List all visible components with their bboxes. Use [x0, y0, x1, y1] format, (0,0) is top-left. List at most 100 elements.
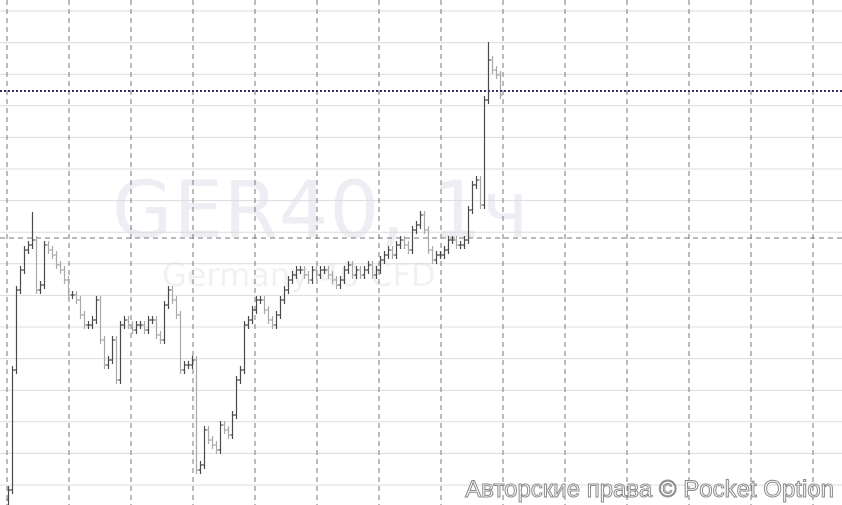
ohlc-bar [186, 361, 191, 369]
ohlc-bar [238, 366, 243, 384]
ohlc-bar [310, 266, 315, 284]
ohlc-bar [26, 241, 31, 254]
ohlc-bar [478, 176, 483, 209]
ohlc-bar [434, 251, 439, 264]
ohlc-bar [86, 321, 91, 329]
ohlc-bar [430, 246, 435, 264]
watermark-symbol: GER40, 1ч [112, 166, 530, 256]
ohlc-bar [250, 306, 255, 324]
ohlc-bar [182, 361, 187, 374]
ohlc-bar [350, 261, 355, 279]
ohlc-bar [22, 246, 27, 274]
ohlc-bar [106, 356, 111, 369]
ohlc-bar [482, 96, 487, 209]
ohlc-bar [218, 421, 223, 454]
ohlc-bar [490, 56, 495, 74]
ohlc-bar [222, 421, 227, 434]
ohlc-bar [134, 321, 139, 334]
ohlc-bar [58, 261, 63, 274]
ohlc-bar [166, 286, 171, 309]
ohlc-bar [494, 66, 499, 79]
ohlc-bar [254, 296, 259, 314]
ohlc-bar [158, 331, 163, 344]
ohlc-bar [450, 236, 455, 244]
ohlc-bar [470, 181, 475, 214]
ohlc-bar [194, 356, 199, 474]
ohlc-bar [318, 266, 323, 279]
ohlc-bar [306, 271, 311, 284]
ohlc-bar [370, 261, 375, 279]
ohlc-bar [50, 246, 55, 259]
ohlc-bar [410, 226, 415, 254]
ohlc-bar [270, 316, 275, 329]
ohlc-bar [362, 266, 367, 279]
ohlc-bar [202, 426, 207, 469]
ohlc-bar [334, 276, 339, 289]
ohlc-bar [14, 286, 19, 374]
ohlc-bar [474, 176, 479, 189]
ohlc-bar [294, 266, 299, 279]
ohlc-bar [442, 246, 447, 259]
ohlc-bar [298, 266, 303, 274]
ohlc-bar [42, 241, 47, 289]
ohlc-bar [74, 291, 79, 304]
ohlc-bar [366, 261, 371, 274]
ohlc-bar [226, 426, 231, 439]
ohlc-bar [38, 281, 43, 294]
ohlc-bar [214, 441, 219, 454]
ohlc-bar [234, 376, 239, 419]
ohlc-bar [62, 266, 67, 284]
ohlc-bar [454, 236, 459, 249]
ohlc-bar [358, 266, 363, 279]
ohlc-bar [382, 251, 387, 264]
ohlc-bar [198, 461, 203, 474]
ohlc-bar [418, 211, 423, 229]
ohlc-bar [10, 366, 15, 494]
ohlc-bar [90, 316, 95, 329]
ohlc-bar [190, 356, 195, 369]
ohlc-bar [446, 236, 451, 254]
ohlc-bar [322, 266, 327, 274]
ohlc-bar [398, 236, 403, 249]
ohlc-bar [266, 306, 271, 324]
ohlc-bar [314, 266, 319, 279]
ohlc-bar [34, 236, 39, 294]
ohlc-bar [386, 246, 391, 259]
ohlc-bar [438, 251, 443, 259]
ohlc-bar [6, 486, 11, 505]
ohlc-bar [170, 286, 175, 304]
ohlc-bar [326, 266, 331, 279]
ohlc-bar [206, 426, 211, 444]
ohlc-bar [422, 211, 427, 234]
ohlc-bar [142, 321, 147, 334]
ohlc-bar [426, 226, 431, 254]
ohlc-bar [94, 296, 99, 324]
copyright-text: Авторские права © Pocket Option [465, 476, 835, 504]
ohlc-bar [114, 336, 119, 384]
ohlc-bar [486, 42, 491, 104]
ohlc-bar [46, 241, 51, 254]
ohlc-bar [118, 321, 123, 384]
ohlc-bar [262, 296, 267, 314]
ohlc-bar [390, 246, 395, 259]
ohlc-bar [122, 316, 127, 329]
ohlc-bar [354, 266, 359, 279]
ohlc-bar [110, 336, 115, 364]
ohlc-bar [282, 286, 287, 304]
ohlc-bar [302, 266, 307, 279]
ohlc-bar [406, 241, 411, 254]
ohlc-bar [278, 296, 283, 319]
ohlc-bar [242, 321, 247, 374]
ohlc-bar [462, 236, 467, 249]
ohlc-bar [178, 311, 183, 374]
ohlc-bar [374, 266, 379, 279]
ohlc-bar [290, 271, 295, 284]
ohlc-bar [70, 291, 75, 299]
ohlc-bar [174, 296, 179, 319]
ohlc-bar [98, 296, 103, 344]
ohlc-bar [342, 266, 347, 284]
ohlc-bar [274, 311, 279, 329]
ohlc-bar [286, 276, 291, 294]
